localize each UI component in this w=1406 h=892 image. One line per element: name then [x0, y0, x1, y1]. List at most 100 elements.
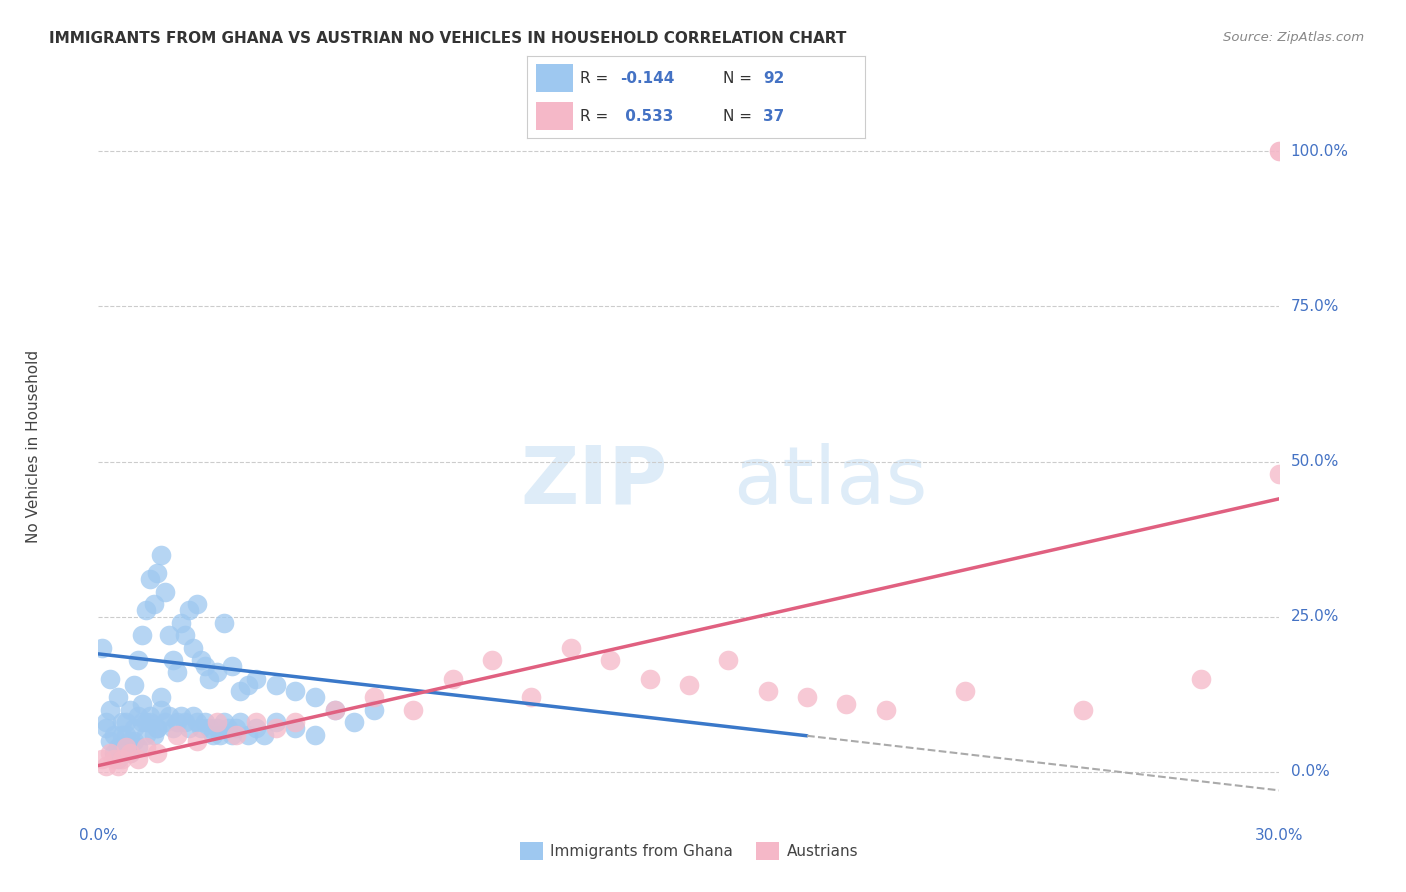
Point — [186, 597, 208, 611]
Point — [835, 697, 858, 711]
Text: 100.0%: 100.0% — [1291, 144, 1348, 159]
Point — [214, 615, 236, 630]
Point — [177, 722, 200, 736]
Point — [138, 573, 160, 587]
Text: 30.0%: 30.0% — [1256, 828, 1303, 843]
Point — [205, 665, 228, 680]
Point — [197, 672, 219, 686]
Point — [304, 690, 326, 705]
Point — [96, 758, 118, 772]
Point — [343, 715, 366, 730]
Point — [107, 739, 129, 754]
Text: N =: N = — [723, 70, 756, 86]
Point — [1189, 672, 1212, 686]
Point — [118, 733, 141, 747]
Point — [107, 690, 129, 705]
Point — [157, 628, 180, 642]
Point — [111, 715, 134, 730]
Point — [135, 603, 157, 617]
Point — [96, 715, 118, 730]
Point — [209, 727, 232, 741]
Point — [638, 672, 661, 686]
Point — [166, 727, 188, 741]
Text: -0.144: -0.144 — [620, 70, 675, 86]
Point — [875, 703, 897, 717]
Point — [107, 758, 129, 772]
Point — [98, 733, 121, 747]
Point — [131, 697, 153, 711]
Text: atlas: atlas — [734, 442, 928, 521]
Point — [186, 715, 208, 730]
Point — [253, 727, 276, 741]
Text: ZIP: ZIP — [520, 442, 668, 521]
Text: N =: N = — [723, 109, 756, 124]
Point — [245, 672, 267, 686]
Point — [402, 703, 425, 717]
Point — [150, 690, 173, 705]
Point — [264, 715, 287, 730]
Point — [197, 722, 219, 736]
Point — [194, 715, 217, 730]
Point — [127, 739, 149, 754]
Point — [205, 722, 228, 736]
Point — [1071, 703, 1094, 717]
Point — [91, 752, 114, 766]
Point — [323, 703, 346, 717]
Point — [118, 746, 141, 760]
Point — [135, 739, 157, 754]
Point — [441, 672, 464, 686]
Text: R =: R = — [579, 109, 613, 124]
Text: R =: R = — [579, 70, 613, 86]
Text: 0.533: 0.533 — [620, 109, 673, 124]
Point — [118, 703, 141, 717]
Point — [284, 684, 307, 698]
Point — [127, 653, 149, 667]
Point — [174, 715, 197, 730]
Text: 50.0%: 50.0% — [1291, 454, 1339, 469]
Point — [157, 709, 180, 723]
Text: 92: 92 — [763, 70, 785, 86]
Point — [98, 703, 121, 717]
Bar — [536, 103, 572, 130]
Point — [236, 727, 259, 741]
Point — [264, 722, 287, 736]
Point — [717, 653, 740, 667]
Point — [194, 659, 217, 673]
Text: Source: ZipAtlas.com: Source: ZipAtlas.com — [1223, 31, 1364, 45]
Text: 0.0%: 0.0% — [1291, 764, 1329, 780]
Point — [170, 615, 193, 630]
Point — [236, 678, 259, 692]
Point — [98, 746, 121, 760]
Point — [155, 715, 177, 730]
Point — [135, 727, 157, 741]
Point — [166, 715, 188, 730]
Point — [146, 722, 169, 736]
Point — [107, 752, 129, 766]
Point — [186, 733, 208, 747]
Point — [122, 722, 145, 736]
Point — [131, 715, 153, 730]
Point — [520, 690, 543, 705]
Point — [599, 653, 621, 667]
Point — [284, 722, 307, 736]
Point — [284, 715, 307, 730]
Point — [103, 752, 125, 766]
Point — [481, 653, 503, 667]
Point — [363, 703, 385, 717]
Point — [264, 678, 287, 692]
Point — [245, 715, 267, 730]
Point — [146, 746, 169, 760]
Point — [138, 709, 160, 723]
Point — [214, 715, 236, 730]
Point — [127, 709, 149, 723]
Point — [96, 722, 118, 736]
Point — [1268, 467, 1291, 481]
Point — [111, 752, 134, 766]
Point — [221, 727, 243, 741]
Point — [225, 722, 247, 736]
Text: 75.0%: 75.0% — [1291, 299, 1339, 314]
Point — [229, 715, 252, 730]
Point — [135, 715, 157, 730]
Text: 25.0%: 25.0% — [1291, 609, 1339, 624]
Point — [131, 628, 153, 642]
